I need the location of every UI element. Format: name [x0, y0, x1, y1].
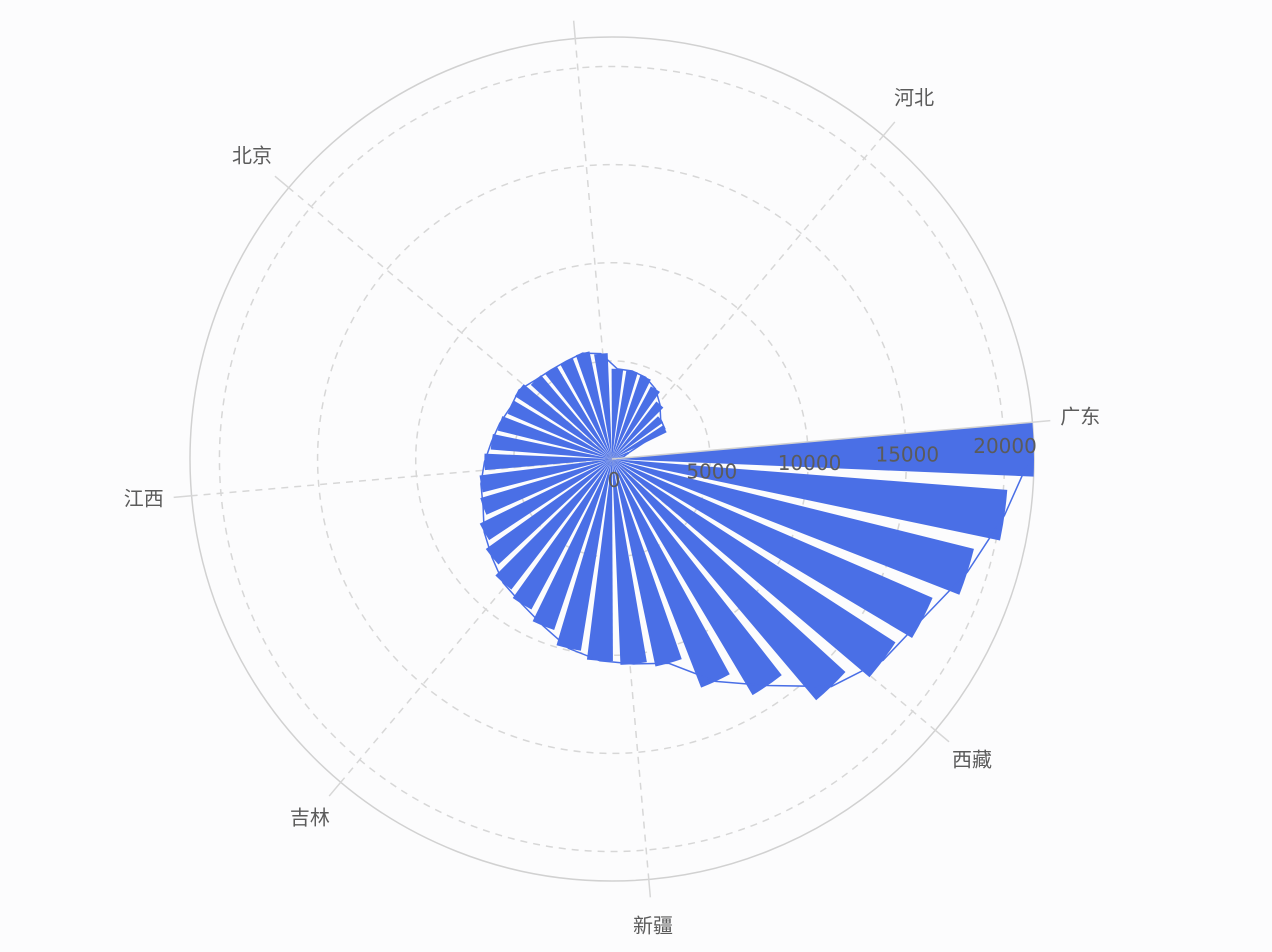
- bar-series: [479, 351, 1035, 701]
- bar: [612, 459, 730, 688]
- category-tick-mark: [882, 121, 896, 137]
- bar: [612, 459, 974, 595]
- bar: [556, 459, 612, 651]
- bar: [612, 459, 782, 696]
- radial-tick-label: 15000: [875, 442, 939, 466]
- radial-tick-label: 10000: [778, 451, 842, 475]
- category-label: 北京: [232, 143, 272, 167]
- bar: [490, 433, 612, 459]
- radial-axis-line: [611, 421, 1033, 460]
- bar: [485, 459, 612, 565]
- bar: [530, 375, 612, 459]
- category-label: 广东: [1060, 405, 1100, 429]
- radial-axis-ticks: 0 5000 10000 15000 20000: [608, 421, 1037, 492]
- category-tick-mark: [572, 20, 576, 39]
- bar: [532, 459, 612, 631]
- category-tick-mark: [173, 495, 192, 499]
- category-label: 吉林: [290, 806, 330, 830]
- category-label: 河北: [894, 85, 934, 109]
- category-label: 江西: [124, 486, 164, 510]
- series-outline-line: [480, 352, 1035, 688]
- bar: [612, 386, 660, 459]
- bar: [612, 459, 682, 667]
- outer-ring: [189, 36, 1035, 882]
- bar: [507, 400, 612, 459]
- category-tick-mark: [934, 729, 950, 743]
- grid-spoke: [191, 458, 613, 497]
- bar: [612, 425, 667, 459]
- category-label: 新疆: [633, 914, 673, 938]
- bar: [480, 459, 612, 515]
- category-tick-mark: [648, 879, 652, 898]
- bar: [612, 416, 664, 459]
- bar: [484, 453, 612, 471]
- category-tick-mark: [274, 175, 290, 189]
- bar: [612, 459, 933, 638]
- bar: [479, 459, 612, 541]
- category-tick-mark: [328, 781, 342, 797]
- bar: [612, 422, 1034, 477]
- category-label: 西藏: [952, 748, 992, 772]
- radial-tick-label: 5000: [686, 459, 737, 483]
- bar: [575, 351, 612, 459]
- bar: [612, 459, 647, 665]
- bar: [611, 368, 624, 459]
- radial-tick-label: 20000: [973, 434, 1037, 458]
- bar: [512, 459, 612, 610]
- bar: [612, 459, 846, 701]
- bar: [479, 459, 612, 493]
- bar: [612, 451, 629, 459]
- bar: [612, 375, 651, 459]
- category-tick-mark: [1032, 419, 1051, 423]
- bar: [594, 353, 612, 459]
- bar: [612, 401, 664, 459]
- bar: [612, 459, 1008, 541]
- bar: [560, 358, 612, 459]
- bar: [495, 459, 612, 590]
- bar: [586, 459, 613, 662]
- bar: [497, 416, 612, 459]
- bar: [514, 384, 612, 459]
- bar: [545, 366, 612, 459]
- bar: [612, 459, 896, 678]
- bar: [612, 369, 638, 459]
- category-label: 辽宁: [551, 0, 591, 1]
- radial-tick-label: 0: [608, 468, 621, 492]
